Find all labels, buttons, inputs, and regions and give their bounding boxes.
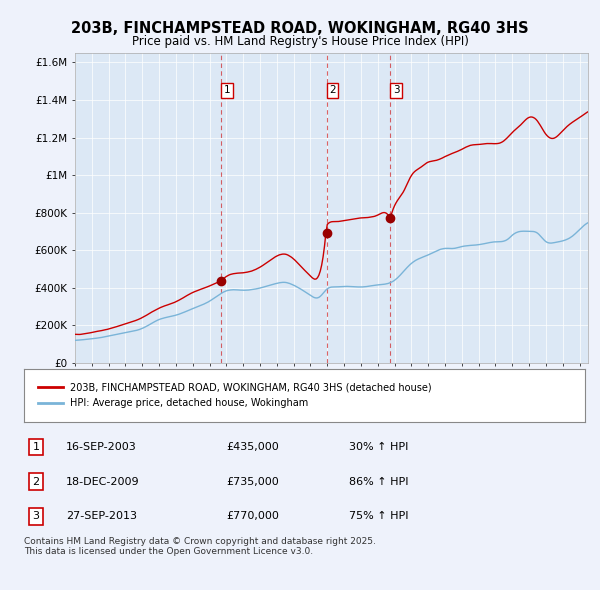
Text: 86% ↑ HPI: 86% ↑ HPI (349, 477, 409, 487)
Text: Contains HM Land Registry data © Crown copyright and database right 2025.
This d: Contains HM Land Registry data © Crown c… (24, 537, 376, 556)
Text: 1: 1 (224, 86, 230, 95)
Text: 30% ↑ HPI: 30% ↑ HPI (349, 442, 409, 451)
Text: 203B, FINCHAMPSTEAD ROAD, WOKINGHAM, RG40 3HS: 203B, FINCHAMPSTEAD ROAD, WOKINGHAM, RG4… (71, 21, 529, 35)
Text: 1: 1 (32, 442, 40, 451)
Text: £770,000: £770,000 (226, 512, 279, 522)
Text: 2: 2 (32, 477, 40, 487)
Text: 27-SEP-2013: 27-SEP-2013 (66, 512, 137, 522)
Text: 3: 3 (393, 86, 400, 95)
Text: 75% ↑ HPI: 75% ↑ HPI (349, 512, 409, 522)
Legend: 203B, FINCHAMPSTEAD ROAD, WOKINGHAM, RG40 3HS (detached house), HPI: Average pri: 203B, FINCHAMPSTEAD ROAD, WOKINGHAM, RG4… (34, 379, 436, 412)
Text: 18-DEC-2009: 18-DEC-2009 (66, 477, 140, 487)
Text: 16-SEP-2003: 16-SEP-2003 (66, 442, 137, 451)
Text: £735,000: £735,000 (226, 477, 279, 487)
Text: 2: 2 (329, 86, 336, 95)
Text: Price paid vs. HM Land Registry's House Price Index (HPI): Price paid vs. HM Land Registry's House … (131, 35, 469, 48)
Text: £435,000: £435,000 (226, 442, 279, 451)
Text: 3: 3 (32, 512, 40, 522)
